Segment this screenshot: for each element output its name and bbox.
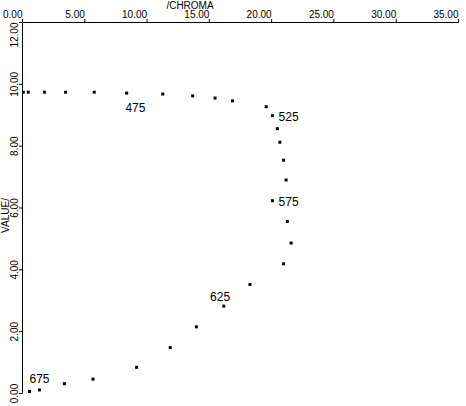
chart: 0.005.0010.0015.0020.0025.0030.0035.000.… (0, 0, 466, 406)
x-tick: 25.00 (309, 9, 334, 22)
x-tick-label: 35.00 (433, 9, 458, 20)
points (22, 91, 293, 393)
y-axis-title: VALUE/ (0, 198, 11, 233)
point (64, 91, 67, 94)
y-tick-label: 12.00 (9, 22, 20, 47)
point (265, 105, 268, 108)
point (22, 91, 25, 94)
point (125, 92, 128, 95)
point (161, 93, 164, 96)
point (27, 91, 30, 94)
y-tick-label: 4.00 (9, 260, 20, 280)
y-tick-label: 0.00 (9, 383, 20, 403)
annotation: 575 (279, 195, 299, 209)
point (63, 382, 66, 385)
y-tick: 8.00 (9, 136, 22, 156)
point (282, 262, 285, 265)
annotation: 475 (125, 101, 145, 115)
point (195, 325, 198, 328)
point (290, 242, 293, 245)
annotation: 625 (210, 290, 230, 304)
point (28, 390, 31, 393)
point (231, 99, 234, 102)
point (92, 378, 95, 381)
annotation: 675 (29, 372, 49, 386)
x-tick-label: 30.00 (371, 9, 396, 20)
point (278, 141, 281, 144)
x-tick: 30.00 (371, 9, 396, 22)
point (286, 220, 289, 223)
y-tick-label: 8.00 (9, 136, 20, 156)
x-tick-label: 10.00 (122, 9, 147, 20)
y-tick-label: 2.00 (9, 321, 20, 341)
point (169, 346, 172, 349)
point (191, 94, 194, 97)
annotation: 525 (279, 110, 299, 124)
y-tick: 12.00 (9, 22, 22, 47)
point (271, 114, 274, 117)
point (248, 283, 251, 286)
point (38, 388, 41, 391)
point (93, 91, 96, 94)
x-tick-label: 5.00 (65, 9, 85, 20)
point (282, 159, 285, 162)
point (271, 199, 274, 202)
x-tick: 10.00 (122, 9, 147, 22)
point (43, 91, 46, 94)
annotations: 475 525 575 625 675 (29, 101, 298, 386)
x-axis: 0.005.0010.0015.0020.0025.0030.0035.00 (3, 9, 459, 23)
point (285, 178, 288, 181)
y-tick: 2.00 (9, 321, 22, 341)
x-tick: 5.00 (65, 9, 85, 22)
y-tick: 4.00 (9, 260, 22, 280)
x-axis-title: /CHROMA (166, 0, 214, 11)
x-tick: 0.00 (3, 9, 23, 22)
y-axis: 0.002.004.006.008.0010.0012.00 (9, 22, 23, 403)
x-tick-label: 20.00 (247, 9, 272, 20)
y-tick-label: 10.00 (9, 71, 20, 96)
y-tick: 10.00 (9, 71, 22, 96)
point (222, 305, 225, 308)
point (214, 97, 217, 100)
point (135, 366, 138, 369)
y-tick: 0.00 (9, 383, 22, 403)
x-tick-label: 0.00 (3, 9, 23, 20)
point (276, 127, 279, 130)
x-tick-label: 25.00 (309, 9, 334, 20)
x-tick: 20.00 (247, 9, 272, 22)
x-tick: 35.00 (433, 9, 458, 22)
